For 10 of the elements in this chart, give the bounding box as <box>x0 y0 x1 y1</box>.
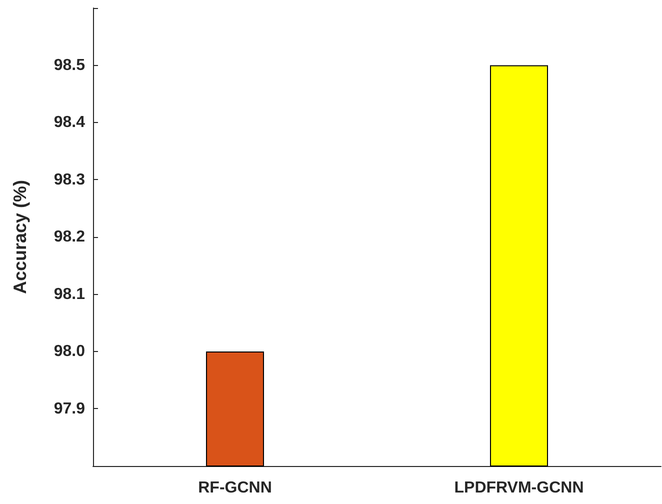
y-axis-title: Accuracy (%) <box>10 180 30 294</box>
y-tick-label: 98.4 <box>54 114 86 131</box>
y-tick-label: 97.9 <box>54 400 86 418</box>
y-tick-label: 98.3 <box>54 171 86 188</box>
x-tick-label: LPDFRVM-GCNN <box>454 480 584 496</box>
y-tick-label: 98.5 <box>54 56 86 74</box>
y-tick-label: 98.2 <box>54 228 86 246</box>
x-tick-label: RF-GCNN <box>198 480 272 496</box>
y-tick-label: 98.0 <box>54 343 86 360</box>
y-tick-label: 98.1 <box>54 286 86 303</box>
